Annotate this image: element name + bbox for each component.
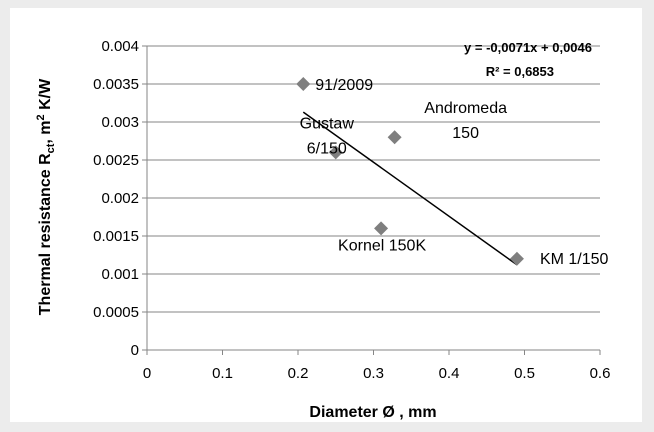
trendline-r-squared: R² = 0,6853	[486, 64, 554, 79]
y-tick-label: 0.001	[101, 266, 139, 283]
point-label: KM 1/150	[540, 251, 609, 268]
y-tick-label: 0.004	[101, 38, 139, 55]
y-tick-label: 0.0035	[93, 76, 139, 93]
point-label: Gustaw 6/150	[300, 115, 355, 157]
y-title-suffix: K/W	[37, 78, 54, 114]
x-tick-label: 0.5	[514, 365, 535, 382]
point-label-line: Andromeda	[424, 100, 507, 117]
y-title-main: Thermal resistance R	[37, 153, 54, 315]
data-point	[509, 251, 524, 266]
y-title-units: , m	[37, 120, 54, 143]
y-tick-label: 0.003	[101, 114, 139, 131]
point-label: 91/2009	[315, 77, 373, 94]
point-label-line: Gustaw	[300, 115, 355, 132]
y-tick-label: 0.0005	[93, 304, 139, 321]
x-tick-label: 0.6	[590, 365, 611, 382]
x-tick-label: 0.4	[439, 365, 460, 382]
point-label-line: 150	[452, 125, 479, 142]
trendline-equation: y = -0,0071x + 0,0046	[464, 40, 592, 55]
data-point	[374, 221, 389, 236]
plot-area	[10, 8, 642, 422]
y-axis-title: Thermal resistance Rct, m2 K/W	[35, 78, 57, 315]
point-label-line: KM 1/150	[540, 251, 609, 268]
point-label: Andromeda 150	[424, 100, 507, 142]
data-point	[328, 145, 343, 160]
data-point	[387, 130, 402, 145]
y-tick-label: 0.002	[101, 190, 139, 207]
point-label: Kornel 150K	[338, 237, 426, 254]
data-point	[296, 77, 311, 91]
x-axis-title: Diameter Ø , mm	[309, 404, 436, 421]
x-tick-label: 0	[143, 365, 151, 382]
y-tick-label: 0.0015	[93, 228, 139, 245]
point-label-line: 91/2009	[315, 77, 373, 94]
y-tick-label: 0	[131, 342, 139, 359]
x-tick-label: 0.2	[288, 365, 309, 382]
y-tick-label: 0.0025	[93, 152, 139, 169]
trendline	[302, 111, 518, 266]
x-tick-label: 0.1	[212, 365, 233, 382]
y-title-superscript: 2	[35, 114, 47, 120]
point-label-line: 6/150	[307, 140, 347, 157]
x-tick-label: 0.3	[363, 365, 384, 382]
point-label-line: Kornel 150K	[338, 237, 426, 254]
y-title-subscript: ct	[45, 143, 57, 153]
